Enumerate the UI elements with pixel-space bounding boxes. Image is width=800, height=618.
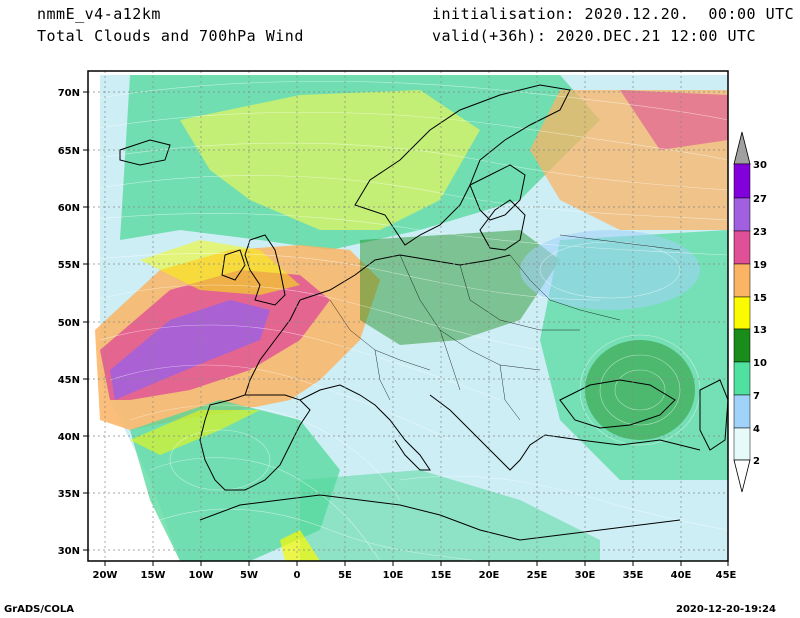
lon-label: 5W xyxy=(240,570,258,581)
colorbar-swatch xyxy=(733,263,751,298)
wind-streamlines xyxy=(88,80,728,561)
lon-labels: 20W 15W 10W 5W 0 5E 10E 15E 20E 25E 30E … xyxy=(93,570,737,581)
lon-label: 10W xyxy=(189,570,214,581)
lat-label: 40N xyxy=(58,432,80,443)
colorbar-arrow-bottom xyxy=(733,459,751,493)
colorbar-swatch xyxy=(733,427,751,461)
lon-label: 25E xyxy=(527,570,548,581)
colorbar-label: 27 xyxy=(753,194,767,205)
map-frame xyxy=(87,70,729,562)
lon-label: 35E xyxy=(623,570,644,581)
lon-label: 0 xyxy=(294,570,301,581)
lon-label: 45E xyxy=(716,570,737,581)
lon-label: 5E xyxy=(338,570,352,581)
colorbar-label: 10 xyxy=(753,358,767,369)
colorbar-swatch xyxy=(733,197,751,232)
lat-label: 35N xyxy=(58,489,80,500)
colorbar-swatch xyxy=(733,163,751,199)
colorbar-swatch xyxy=(733,361,751,396)
colorbar-swatch xyxy=(733,394,751,429)
frontal-band-purple xyxy=(110,300,270,400)
footer-credit: GrADS/COLA xyxy=(4,604,74,615)
yellow-cloud-band-scandinavia xyxy=(180,90,480,230)
map-area xyxy=(88,71,728,561)
lon-label: 10E xyxy=(383,570,404,581)
blue-cloud-ukraine xyxy=(520,230,700,310)
colorbar-labels: 2 4 7 10 13 15 19 23 27 30 xyxy=(753,160,767,467)
colorbar-label: 30 xyxy=(753,160,767,171)
lon-label: 20E xyxy=(479,570,500,581)
colorbar-label: 13 xyxy=(753,325,767,336)
colorbar-label: 7 xyxy=(753,391,760,402)
colorbar xyxy=(733,131,751,493)
colorbar-label: 23 xyxy=(753,227,767,238)
lat-label: 60N xyxy=(58,203,80,214)
init-time: initialisation: 2020.12.20. 00:00 UTC xyxy=(432,5,795,23)
yellow-spot-africa xyxy=(280,530,320,561)
axis-ticks xyxy=(83,91,729,566)
colorbar-label: 15 xyxy=(753,293,767,304)
country-borders xyxy=(329,234,681,421)
colorbar-label: 2 xyxy=(753,456,760,467)
lat-label: 55N xyxy=(58,260,80,271)
lon-label: 15E xyxy=(431,570,452,581)
footer-timestamp: 2020-12-20-19:24 xyxy=(676,604,776,615)
colorbar-swatch xyxy=(733,328,751,363)
colorbar-swatch xyxy=(733,230,751,265)
colorbar-label: 19 xyxy=(753,260,767,271)
valid-time: valid(+36h): 2020.DEC.21 12:00 UTC xyxy=(432,27,757,45)
lat-label: 70N xyxy=(58,88,80,99)
lon-label: 15W xyxy=(141,570,166,581)
colorbar-arrow-top xyxy=(733,131,751,165)
cyclone-core xyxy=(585,340,695,440)
lat-label: 65N xyxy=(58,146,80,157)
colorbar-label: 4 xyxy=(753,424,760,435)
lat-labels: 70N 65N 60N 55N 50N 45N 40N 35N 30N xyxy=(58,88,80,557)
lat-lon-grid xyxy=(88,71,728,561)
lat-label: 30N xyxy=(58,546,80,557)
green-cloud-central-europe xyxy=(360,230,560,345)
lat-label: 45N xyxy=(58,375,80,386)
lat-label: 50N xyxy=(58,318,80,329)
colorbar-swatch xyxy=(733,296,751,330)
lon-label: 40E xyxy=(671,570,692,581)
pink-cloud-russia xyxy=(620,90,728,150)
lon-label: 20W xyxy=(93,570,118,581)
field-title: Total Clouds and 700hPa Wind xyxy=(37,27,304,45)
lon-label: 30E xyxy=(575,570,596,581)
model-title: nmmE_v4-a12km xyxy=(37,5,161,23)
yellow-edge-iberia xyxy=(130,410,260,455)
